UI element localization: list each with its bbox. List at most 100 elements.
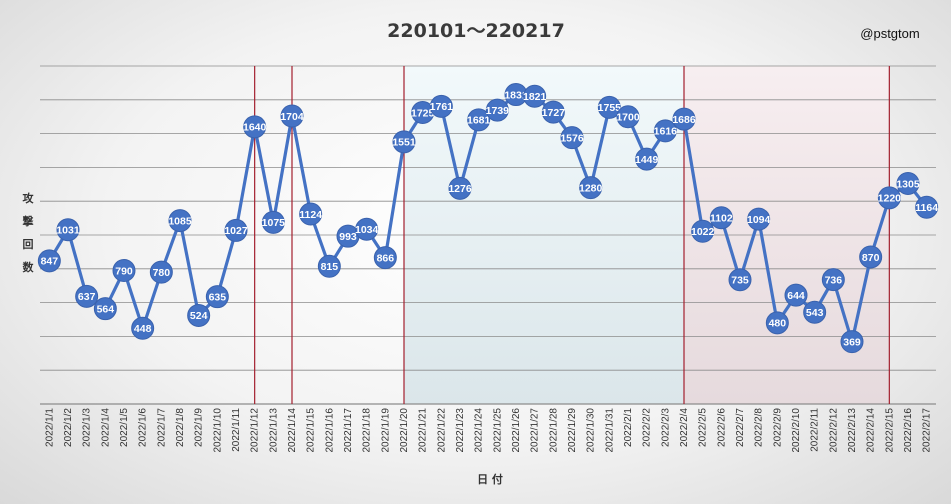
data-point: [560, 126, 584, 150]
x-tick-label: 2022/1/4: [100, 408, 111, 447]
x-tick-label: 2022/1/25: [492, 408, 503, 453]
x-tick-label: 2022/2/1: [623, 408, 634, 447]
data-point: [821, 268, 845, 292]
data-label: 1551: [392, 137, 416, 149]
data-point: [37, 249, 61, 273]
data-point: [280, 104, 304, 128]
x-tick-label: 2022/1/26: [511, 408, 522, 453]
data-point: [243, 115, 267, 139]
y-axis-label-char: 撃: [23, 214, 34, 228]
data-point: [429, 94, 453, 118]
chart-title: 220101～220217: [387, 20, 565, 42]
data-point: [691, 219, 715, 243]
data-point: [859, 245, 883, 269]
data-point: [261, 210, 285, 234]
x-axis-label: 日 付: [477, 472, 503, 486]
x-tick-label: 2022/1/31: [604, 408, 615, 453]
x-tick-label: 2022/1/18: [362, 408, 373, 453]
data-point: [75, 284, 99, 308]
data-label: 1276: [448, 183, 472, 195]
credit-label: @pstgtom: [860, 26, 919, 41]
data-point: [709, 206, 733, 230]
x-tick-label: 2022/2/17: [922, 408, 933, 453]
x-tick-label: 2022/1/14: [287, 408, 298, 453]
data-point: [877, 186, 901, 210]
x-tick-label: 2022/1/27: [530, 408, 541, 453]
y-axis-label-char: 数: [23, 260, 35, 274]
x-tick-label: 2022/2/4: [679, 408, 690, 447]
data-point: [448, 176, 472, 200]
x-tick-label: 2022/1/9: [194, 408, 205, 447]
data-label: 1027: [224, 225, 248, 237]
data-point: [299, 202, 323, 226]
data-label: 1124: [299, 209, 322, 221]
x-tick-label: 2022/1/21: [418, 408, 429, 453]
data-label: 1280: [579, 182, 603, 194]
data-label: 543: [806, 307, 824, 319]
x-tick-label: 2022/1/23: [455, 408, 466, 453]
data-label: 635: [209, 291, 227, 303]
x-tick-label: 2022/2/9: [772, 408, 783, 447]
data-label: 1704: [280, 111, 304, 123]
x-tick-label: 2022/1/7: [156, 408, 167, 447]
data-label: 637: [78, 291, 96, 303]
data-label: 480: [769, 318, 787, 330]
data-label: 1681: [467, 115, 491, 127]
data-label: 1821: [523, 91, 547, 103]
data-point: [93, 297, 117, 321]
data-label: 735: [731, 275, 749, 287]
data-point: [747, 207, 771, 231]
x-tick-label: 2022/2/5: [698, 408, 709, 447]
x-tick-label: 2022/1/16: [324, 408, 335, 453]
data-label: 1640: [243, 122, 267, 134]
x-tick-label: 2022/2/10: [791, 408, 802, 453]
x-tick-label: 2022/1/17: [343, 408, 354, 453]
x-tick-label: 2022/2/12: [828, 408, 839, 453]
data-point: [803, 300, 827, 324]
x-tick-label: 2022/1/2: [63, 408, 74, 447]
data-label: 1034: [355, 224, 379, 236]
data-point: [131, 316, 155, 340]
data-label: 564: [97, 303, 115, 315]
data-label: 1576: [560, 132, 584, 144]
data-label: 1725: [411, 107, 435, 119]
x-tick-label: 2022/1/19: [380, 408, 391, 453]
data-label: 1075: [262, 217, 286, 229]
data-label: 736: [825, 274, 843, 286]
x-tick-label: 2022/1/12: [250, 408, 261, 453]
data-label: 369: [843, 336, 861, 348]
x-tick-label: 2022/2/8: [754, 408, 765, 447]
data-point: [915, 195, 939, 219]
x-tick-label: 2022/1/3: [82, 408, 93, 447]
data-point: [765, 311, 789, 335]
x-tick-label: 2022/1/29: [567, 408, 578, 453]
x-tick-label: 2022/2/14: [866, 408, 877, 453]
data-point: [355, 217, 379, 241]
data-label: 1305: [896, 178, 920, 190]
x-tick-label: 2022/1/6: [138, 408, 149, 447]
data-point: [392, 130, 416, 154]
data-label: 847: [41, 256, 59, 268]
data-label: 1755: [598, 102, 622, 114]
data-label: 780: [153, 267, 171, 279]
data-point: [149, 260, 173, 284]
data-point: [635, 147, 659, 171]
data-label: 1761: [430, 101, 454, 113]
data-label: 1700: [616, 112, 640, 124]
data-point: [896, 171, 920, 195]
data-label: 815: [321, 261, 339, 273]
data-point: [187, 303, 211, 327]
data-label: 1449: [635, 154, 659, 166]
x-tick-label: 2022/1/15: [306, 408, 317, 453]
x-tick-label: 2022/1/20: [399, 408, 410, 453]
data-label: 1686: [672, 114, 696, 126]
data-label: 1085: [168, 215, 192, 227]
data-label: 644: [787, 290, 805, 302]
x-tick-label: 2022/1/1: [44, 408, 55, 447]
data-point: [485, 98, 509, 122]
data-label: 1022: [691, 226, 715, 238]
data-label: 524: [190, 310, 208, 322]
x-tick-label: 2022/2/16: [903, 408, 914, 453]
